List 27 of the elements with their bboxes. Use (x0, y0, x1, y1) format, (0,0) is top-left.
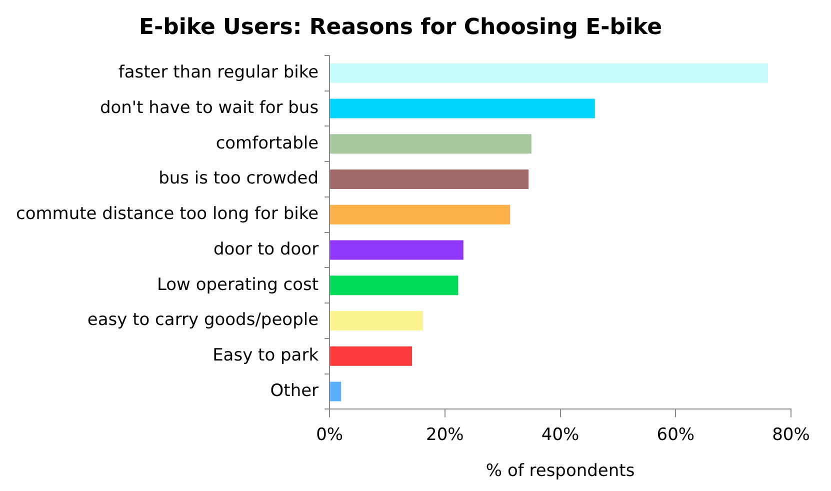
y-tick-label: bus is too crowded (158, 168, 319, 189)
y-tick-label: Low operating cost (156, 274, 319, 295)
bar (330, 240, 464, 260)
bar (330, 134, 532, 154)
x-axis-title: % of respondents (486, 461, 635, 482)
x-tick-label: 60% (656, 424, 695, 445)
bar (330, 204, 510, 224)
y-tick-label: easy to carry goods/people (87, 310, 319, 330)
y-tick-label: comfortable (216, 133, 319, 154)
x-tick-label: 40% (541, 424, 580, 445)
x-tick-label: 0% (316, 424, 344, 445)
bar (330, 276, 458, 296)
bar (330, 170, 529, 189)
y-tick-label: faster than regular bike (118, 62, 319, 83)
x-tick-label: 80% (772, 424, 810, 445)
y-tick-label: Easy to park (212, 346, 319, 366)
y-tick-label: don't have to wait for bus (100, 98, 319, 118)
y-tick-label: commute distance too long for bike (16, 204, 319, 224)
bar (330, 346, 412, 366)
bar (330, 63, 768, 83)
bar (330, 382, 342, 402)
bar (330, 311, 424, 330)
bar (330, 98, 595, 118)
x-tick-label: 20% (426, 424, 464, 445)
y-tick-label: Other (270, 380, 319, 401)
y-tick-label: door to door (214, 239, 319, 260)
chart-title: E-bike Users: Reasons for Choosing E-bike (138, 14, 662, 40)
